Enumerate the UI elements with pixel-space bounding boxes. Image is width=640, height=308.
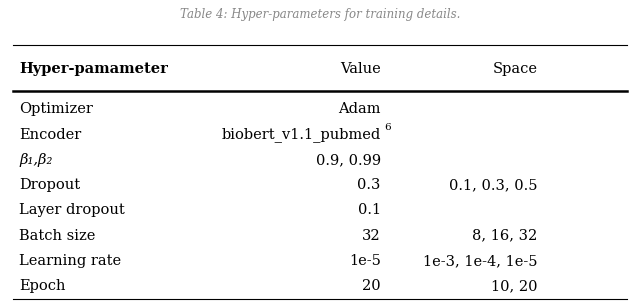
Text: Value: Value: [340, 62, 381, 76]
Text: Learning rate: Learning rate: [19, 254, 122, 268]
Text: Layer dropout: Layer dropout: [19, 203, 125, 217]
Text: Dropout: Dropout: [19, 178, 81, 192]
Text: 0.1, 0.3, 0.5: 0.1, 0.3, 0.5: [449, 178, 538, 192]
Text: Optimizer: Optimizer: [19, 102, 93, 116]
Text: 20: 20: [362, 279, 381, 293]
Text: Table 4: Hyper-parameters for training details.: Table 4: Hyper-parameters for training d…: [180, 8, 460, 21]
Text: Batch size: Batch size: [19, 229, 95, 243]
Text: 0.9, 0.99: 0.9, 0.99: [316, 153, 381, 167]
Text: β₁,β₂: β₁,β₂: [19, 153, 52, 167]
Text: 0.1: 0.1: [358, 203, 381, 217]
Text: 8, 16, 32: 8, 16, 32: [472, 229, 538, 243]
Text: 1e-3, 1e-4, 1e-5: 1e-3, 1e-4, 1e-5: [423, 254, 538, 268]
Text: 10, 20: 10, 20: [491, 279, 538, 293]
Text: 1e-5: 1e-5: [349, 254, 381, 268]
Text: biobert_v1.1_pubmed: biobert_v1.1_pubmed: [221, 127, 381, 142]
Text: Space: Space: [493, 62, 538, 76]
Text: 6: 6: [384, 123, 390, 132]
Text: Encoder: Encoder: [19, 128, 81, 142]
Text: 32: 32: [362, 229, 381, 243]
Text: Epoch: Epoch: [19, 279, 66, 293]
Text: 0.3: 0.3: [357, 178, 381, 192]
Text: Hyper-pamameter: Hyper-pamameter: [19, 62, 168, 76]
Text: Adam: Adam: [339, 102, 381, 116]
